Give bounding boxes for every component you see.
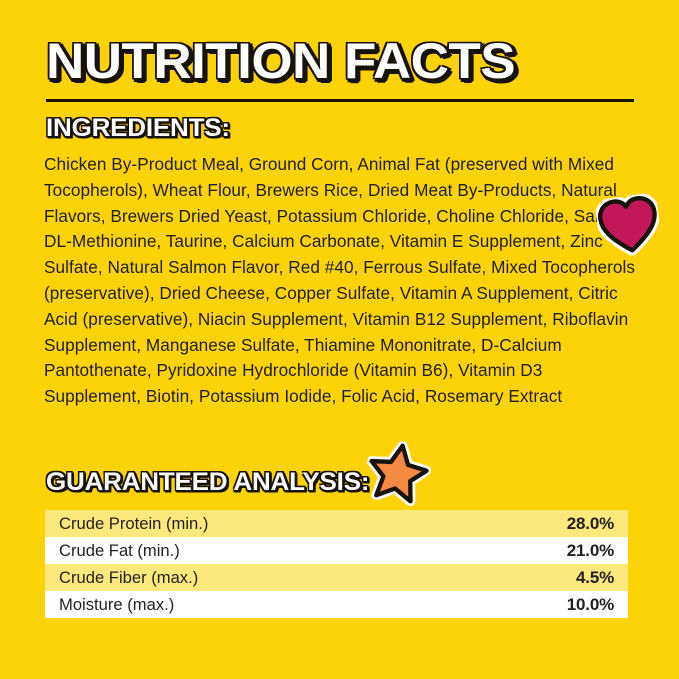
nutrient-name: Moisture (max.) [59,594,175,614]
table-row: Moisture (max.) 10.0% [45,591,628,618]
nutrient-name: Crude Fat (min.) [59,540,180,560]
nutrient-value: 21.0% [566,540,614,560]
table-row: Crude Protein (min.) 28.0% [45,510,628,537]
ingredients-heading: INGREDIENTS: [46,114,230,142]
guaranteed-analysis-heading: GUARANTEED ANALYSIS: [46,468,370,496]
nutrient-name: Crude Protein (min.) [59,513,209,533]
nutrient-value: 4.5% [576,567,614,587]
title-block: NUTRITION FACTS [46,36,636,86]
page-title: NUTRITION FACTS [46,33,516,89]
star-icon [366,440,432,507]
nutrient-value: 10.0% [566,594,614,614]
table-row: Crude Fat (min.) 21.0% [45,537,628,564]
heart-icon [594,192,660,256]
ingredients-text: Chicken By-Product Meal, Ground Corn, An… [44,154,635,407]
table-row: Crude Fiber (max.) 4.5% [45,564,628,591]
nutrient-value: 28.0% [566,513,614,533]
guaranteed-analysis-table: Crude Protein (min.) 28.0% Crude Fat (mi… [45,510,628,618]
nutrient-name: Crude Fiber (max.) [59,567,199,587]
title-divider [46,99,634,102]
